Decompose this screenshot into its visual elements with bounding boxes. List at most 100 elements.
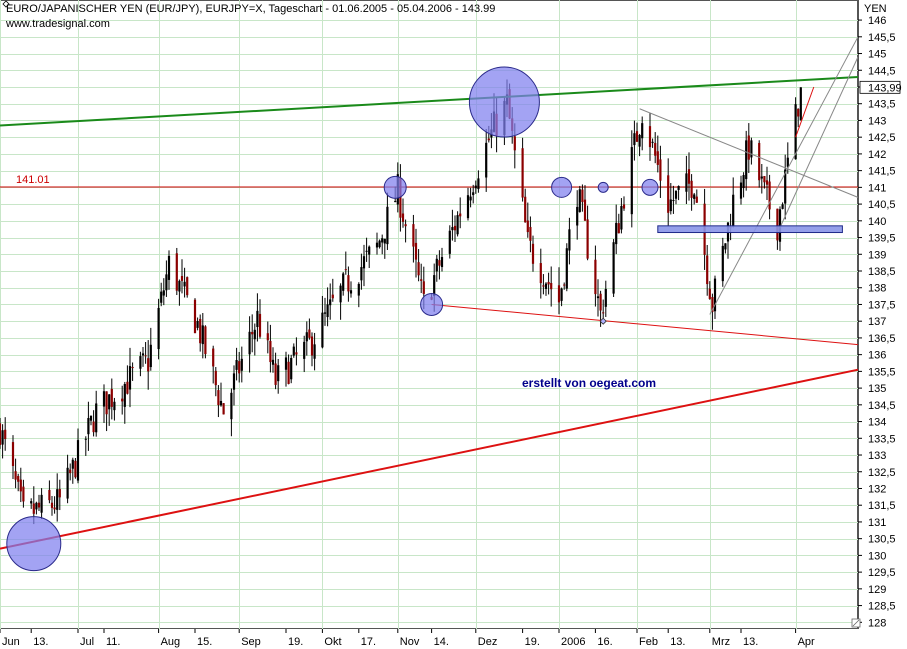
y-tick-label: 131,5: [868, 500, 896, 512]
candle-body: [204, 326, 207, 355]
candle-body: [797, 108, 800, 117]
x-tick-label: Dez: [478, 636, 498, 648]
candle-body: [56, 489, 59, 510]
y-tick-label: 128: [868, 617, 886, 629]
candle-body: [105, 391, 108, 415]
candle-body: [308, 329, 311, 338]
candle-body: [760, 176, 763, 179]
candle-body: [157, 307, 160, 350]
candle-body: [648, 126, 652, 148]
x-tick-label: 2006: [561, 636, 585, 648]
y-axis: 146145,5145144,5144143,99143,5143142,514…: [858, 0, 902, 629]
candle-body: [362, 256, 366, 269]
x-tick-label: 19.: [288, 636, 303, 648]
candle-body: [193, 299, 197, 334]
candle-body: [92, 421, 95, 433]
candle-body: [339, 285, 342, 303]
candle-body: [459, 213, 462, 217]
candle-body: [742, 175, 745, 189]
candle-body: [295, 352, 298, 355]
x-tick-label: Jul: [80, 636, 94, 648]
candle-body: [290, 357, 293, 380]
candle-body: [35, 502, 38, 510]
x-tick-label: 13.: [33, 636, 48, 648]
y-tick-label: 137,5: [868, 299, 896, 311]
x-tick-label: Okt: [324, 636, 341, 648]
candle-body: [544, 283, 548, 290]
candle-body: [687, 169, 691, 184]
candle-body: [641, 123, 644, 139]
candle-body: [375, 242, 379, 248]
candle-body: [349, 290, 353, 294]
candle-body: [612, 242, 615, 294]
candle-body: [71, 459, 74, 469]
candle-body: [235, 360, 238, 370]
candle-body: [568, 229, 571, 251]
candle-body: [472, 192, 475, 196]
candle-body: [469, 196, 472, 201]
candle-body: [331, 294, 334, 299]
candle-body: [238, 361, 241, 374]
y-tick-label: 140,5: [868, 199, 896, 211]
candle-body: [630, 147, 633, 215]
candle-body: [128, 366, 132, 390]
candle-body: [401, 213, 405, 222]
candle-body: [706, 255, 709, 285]
candle-body: [417, 262, 420, 276]
y-tick-label: 133: [868, 450, 886, 462]
candle-body: [386, 206, 389, 245]
y-tick-label: 136,5: [868, 333, 896, 345]
candle-body: [547, 281, 550, 285]
candle-body: [87, 418, 90, 435]
candle-body: [74, 460, 77, 478]
candle-body: [186, 277, 189, 296]
candle-body: [269, 340, 272, 363]
candle-body: [305, 332, 308, 342]
candle-body: [550, 282, 553, 290]
y-tick-label: 144,5: [868, 65, 896, 77]
candle-body: [144, 355, 147, 357]
candle-body: [253, 329, 256, 340]
candle-body: [284, 357, 288, 370]
y-tick-label: 130,5: [868, 534, 896, 546]
candle-body: [404, 224, 407, 227]
y-tick-label: 145: [868, 49, 886, 61]
candle-body: [110, 388, 113, 407]
candle-body: [4, 429, 7, 440]
candle-body: [690, 180, 693, 198]
y-tick-label: 132,5: [868, 467, 896, 479]
highlight-circle: [383, 175, 407, 199]
highlight-circle: [6, 516, 62, 572]
candle-body: [217, 390, 220, 406]
candle-body: [48, 489, 51, 501]
x-tick-label: 13.: [670, 636, 685, 648]
candle-body: [37, 502, 41, 508]
candle-body: [199, 318, 202, 344]
candle-body: [248, 331, 251, 355]
candle-body: [560, 288, 563, 301]
candle-body: [620, 206, 623, 230]
candle-body: [53, 507, 56, 510]
candle-body: [633, 133, 636, 146]
candle-body: [438, 260, 441, 266]
x-tick-label: 19.: [525, 636, 540, 648]
grid: [0, 0, 858, 629]
candle-body: [121, 398, 124, 402]
candle-body: [745, 140, 748, 180]
candle-body: [711, 297, 714, 312]
candle-body: [414, 242, 418, 260]
candle-body: [578, 189, 581, 212]
y-tick-label: 145,5: [868, 32, 896, 44]
candle-body: [183, 281, 186, 287]
candle-body: [1, 430, 4, 445]
x-axis: Jun 13. Jul 11. Aug 15. Sep 19. Okt 17. Nov 14. Dez 1…: [0, 629, 815, 648]
candle-body: [635, 131, 639, 142]
resize-corner-icon[interactable]: [851, 618, 861, 628]
x-tick-label: 13.: [743, 636, 758, 648]
candle-body: [321, 312, 324, 348]
candle-body: [357, 283, 360, 296]
candle-body: [786, 157, 789, 167]
candle-body: [677, 186, 680, 190]
candle-body: [531, 243, 535, 264]
